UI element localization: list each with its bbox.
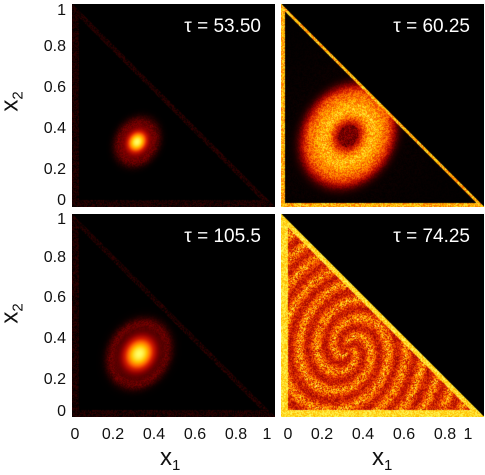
y-axis-label-bottom: x2 bbox=[0, 303, 27, 324]
y-tick-label: 0.4 bbox=[43, 120, 66, 137]
y-tick-label: 1 bbox=[57, 2, 66, 19]
x-axis-label-text: x bbox=[372, 444, 384, 471]
tau-label: τ = 53.50 bbox=[184, 16, 261, 37]
heatmap-panel-bottom-right: τ = 74.25 bbox=[281, 214, 484, 417]
y-tick-label: 0.2 bbox=[43, 161, 66, 178]
y-tick-label: 1 bbox=[57, 211, 66, 228]
tau-label: τ = 74.25 bbox=[393, 226, 470, 247]
y-tick-label: 0.6 bbox=[43, 289, 66, 306]
x-tick-label: 1 bbox=[262, 426, 272, 443]
heatmap-canvas bbox=[281, 214, 484, 417]
y-tick-label: 0 bbox=[57, 403, 66, 420]
tau-label: τ = 105.5 bbox=[184, 226, 261, 247]
x-tick-label: 0.2 bbox=[310, 426, 334, 443]
x-axis-label-left: x1 bbox=[160, 444, 181, 474]
x-tick-label: 0.8 bbox=[433, 426, 457, 443]
x-tick-label: 0.6 bbox=[392, 426, 416, 443]
x-axis-label-subscript: 1 bbox=[172, 457, 181, 474]
x-axis-label-text: x bbox=[160, 444, 172, 471]
x-axis-label-right: x1 bbox=[372, 444, 393, 474]
y-axis-label-top: x2 bbox=[0, 91, 27, 112]
y-tick-label: 0.2 bbox=[43, 371, 66, 388]
x-tick-label: 0.8 bbox=[224, 426, 248, 443]
x-axis-label-subscript: 1 bbox=[384, 457, 393, 474]
tau-label: τ = 60.25 bbox=[393, 16, 470, 37]
heatmap-canvas bbox=[281, 4, 484, 207]
y-tick-label: 0.6 bbox=[43, 79, 66, 96]
x-tick-label: 0 bbox=[70, 426, 80, 443]
x-tick-label: 0.6 bbox=[183, 426, 207, 443]
x-tick-label: 1 bbox=[463, 426, 473, 443]
y-axis-label-subscript: 2 bbox=[9, 303, 27, 312]
y-tick-label: 0.8 bbox=[43, 249, 66, 266]
x-tick-label: 0.2 bbox=[101, 426, 125, 443]
heatmap-panel-top-left: τ = 53.50 bbox=[72, 4, 275, 207]
heatmap-panel-top-right: τ = 60.25 bbox=[281, 4, 484, 207]
heatmap-canvas bbox=[72, 214, 275, 417]
heatmap-panel-bottom-left: τ = 105.5 bbox=[72, 214, 275, 417]
x-tick-label: 0 bbox=[283, 426, 293, 443]
heatmap-canvas bbox=[72, 4, 275, 207]
y-axis-label-text: x bbox=[0, 312, 24, 324]
x-tick-label: 0.4 bbox=[142, 426, 166, 443]
y-tick-label: 0.8 bbox=[43, 38, 66, 55]
y-axis-label-text: x bbox=[0, 100, 24, 112]
x-tick-label: 0.4 bbox=[351, 426, 375, 443]
y-tick-label: 0 bbox=[57, 192, 66, 209]
y-axis-label-subscript: 2 bbox=[9, 91, 27, 100]
y-tick-label: 0.4 bbox=[43, 330, 66, 347]
